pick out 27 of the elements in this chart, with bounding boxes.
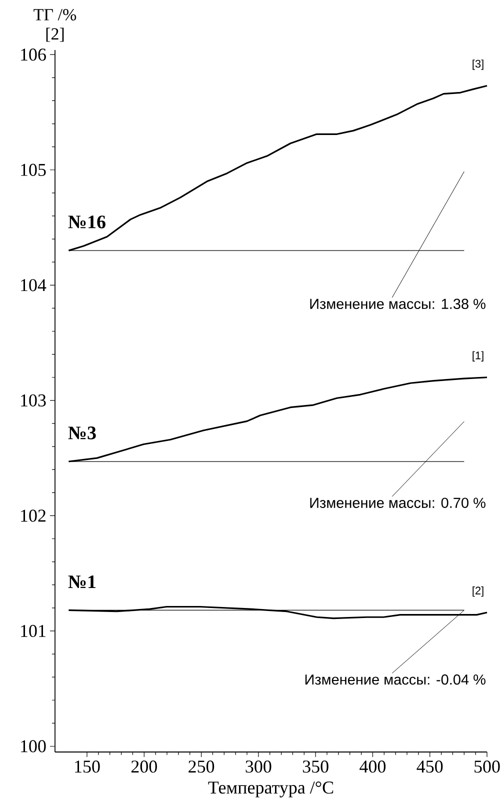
legend-label: №16	[68, 216, 106, 228]
y-axis-title: ТГ /%	[34, 8, 76, 20]
y-tick-label: 103	[21, 394, 46, 406]
x-tick-label: 500	[474, 760, 500, 773]
legend-label: №3	[68, 426, 96, 440]
text: [2]	[46, 28, 64, 42]
y-tick-label: 102	[21, 510, 46, 522]
y-tick-label: 100	[21, 740, 46, 752]
annotation: Изменение массы: -0.04 %	[305, 674, 486, 685]
y-tick-label: 105	[21, 164, 46, 176]
x-tick-label: 400	[360, 760, 386, 773]
y-tick-label: 101	[21, 624, 46, 638]
y-tick-label: 106	[21, 48, 46, 61]
y-tick-label: 104	[21, 279, 46, 292]
x-tick-label: 450	[416, 760, 443, 773]
annotation: Изменение массы: 0.70 %	[310, 498, 486, 508]
x-tick-label: 150	[75, 760, 100, 773]
legend-label: №1	[68, 575, 96, 588]
x-tick-label: 300	[246, 760, 272, 773]
annotation: [3]	[472, 60, 484, 70]
annotation: [2]	[472, 586, 484, 597]
x-tick-label: 200	[131, 760, 157, 773]
x-axis-title: Температура /°С	[208, 782, 334, 798]
annotation: Изменение массы: 1.38 %	[310, 298, 486, 310]
annotation: [1]	[472, 351, 484, 362]
x-tick-label: 350	[302, 760, 328, 773]
x-tick-label: 250	[188, 760, 214, 773]
